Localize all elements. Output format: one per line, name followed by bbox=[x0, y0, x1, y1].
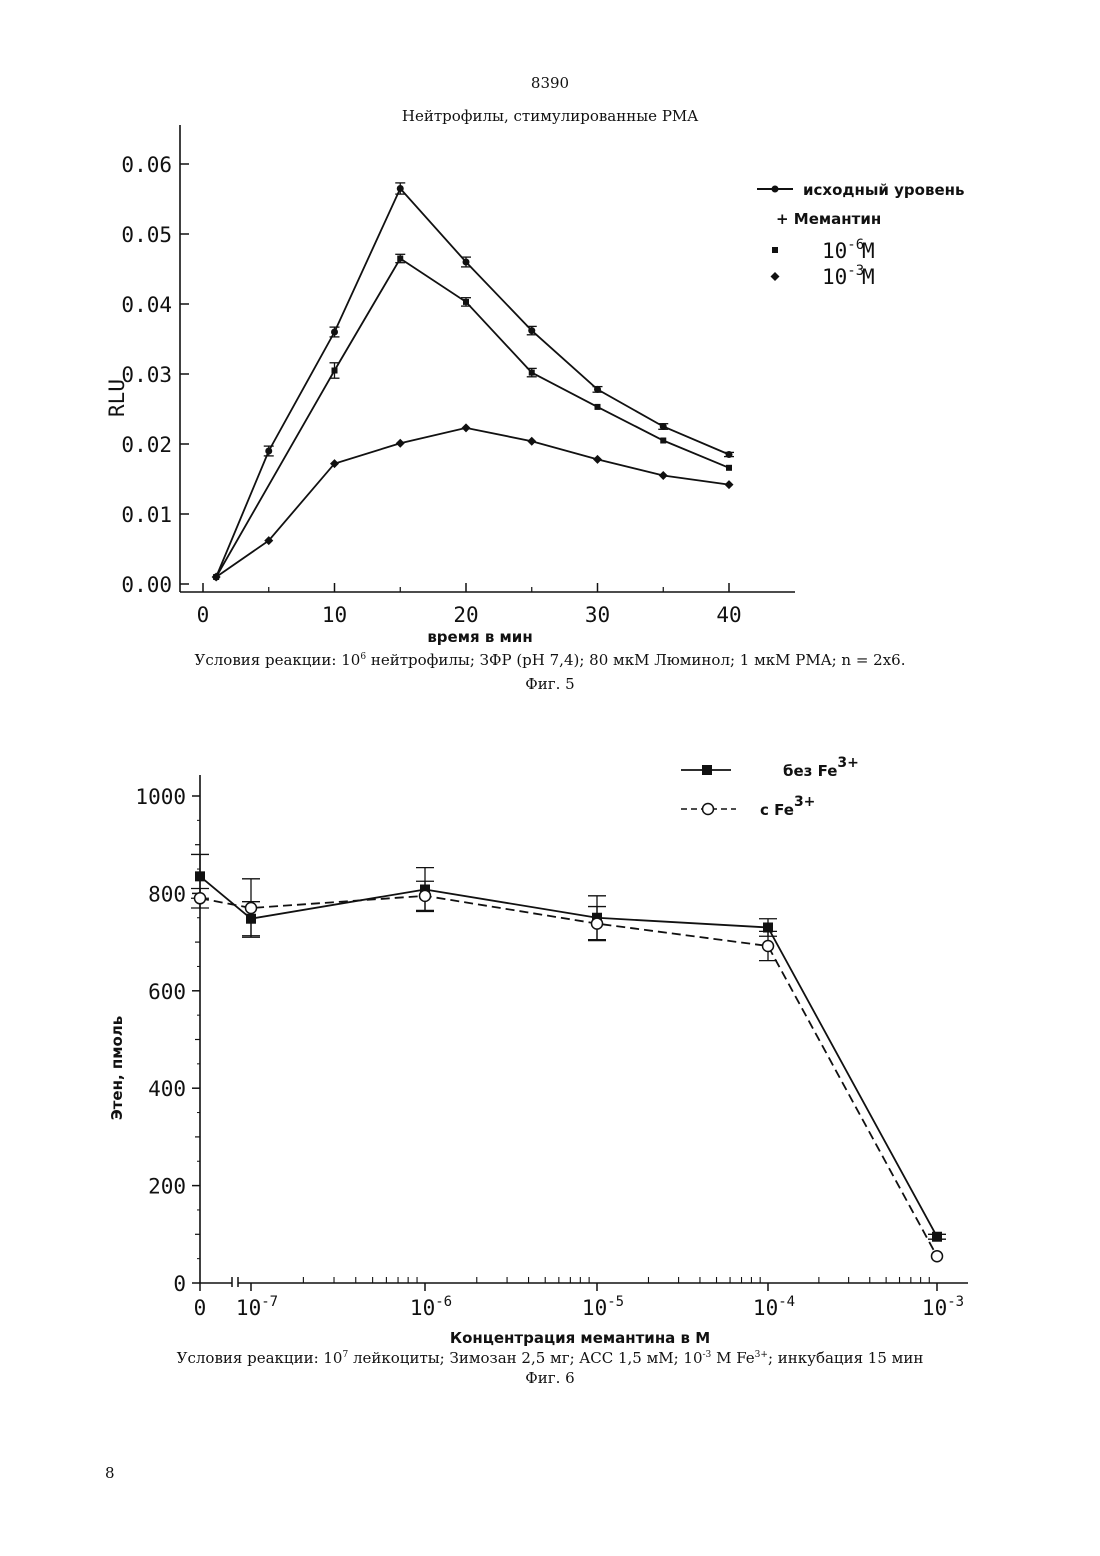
x-tick-label: 10-3 bbox=[922, 1294, 964, 1320]
y-tick-label: 0.03 bbox=[121, 363, 172, 387]
y-tick-label: 600 bbox=[148, 980, 186, 1004]
legend-label-dose2-unit: M bbox=[862, 265, 875, 289]
x-axis-title: Концентрация мемантина в М bbox=[450, 1329, 710, 1347]
y-tick-label: 1000 bbox=[135, 785, 186, 809]
data-point bbox=[594, 386, 601, 393]
x-tick-label: 40 bbox=[716, 603, 741, 627]
series-line bbox=[216, 259, 729, 578]
y-tick-label: 0 bbox=[173, 1272, 186, 1296]
legend-label-with-fe: с Fe3+ bbox=[760, 794, 815, 819]
data-point bbox=[332, 368, 338, 374]
figure5-conditions: Условия реакции: 106 нейтрофилы; ЗФР (pH… bbox=[0, 651, 1100, 669]
x-tick-label: 10-7 bbox=[236, 1294, 278, 1320]
y-tick-label: 0.00 bbox=[121, 573, 172, 597]
legend-label-dose1-unit: M bbox=[862, 239, 875, 263]
x-tick-label: 10-4 bbox=[753, 1294, 795, 1320]
data-point bbox=[463, 259, 470, 266]
data-point bbox=[265, 448, 272, 455]
figure6-chart: 0 200 400 600 800 1000 0 10-7 10-6 10-5 10-4 10-3 Ко… bbox=[0, 690, 1100, 1350]
data-point bbox=[529, 370, 535, 376]
y-tick-label: 200 bbox=[148, 1175, 186, 1199]
x-tick-label: 0 bbox=[194, 1296, 207, 1320]
legend-label-without-fe: без Fe3+ bbox=[783, 755, 859, 780]
legend-label-dose2: 10-3 bbox=[822, 263, 864, 289]
x-tick-label: 0 bbox=[197, 603, 210, 627]
data-point bbox=[463, 299, 469, 305]
data-point bbox=[528, 327, 535, 334]
legend-marker-without-fe bbox=[702, 765, 712, 775]
x-tick-label: 10 bbox=[322, 603, 347, 627]
figure6-conditions: Условия реакции: 107 лейкоциты; Зимозан … bbox=[0, 1349, 1100, 1367]
data-point bbox=[527, 437, 536, 446]
y-axis-title: Этен, пмоль bbox=[108, 1016, 126, 1121]
data-point bbox=[932, 1251, 943, 1262]
series-line bbox=[200, 876, 937, 1236]
data-point bbox=[763, 940, 774, 951]
y-tick-label: 0.05 bbox=[121, 223, 172, 247]
x-tick-label: 30 bbox=[585, 603, 610, 627]
y-tick-label: 400 bbox=[148, 1077, 186, 1101]
x-tick-label: 10-6 bbox=[410, 1294, 452, 1320]
data-point bbox=[331, 329, 338, 336]
legend-marker-with-fe bbox=[703, 804, 714, 815]
y-tick-label: 0.02 bbox=[121, 433, 172, 457]
x-tick-label: 20 bbox=[453, 603, 478, 627]
legend-label-baseline: исходный уровень bbox=[803, 181, 965, 199]
data-point bbox=[195, 871, 205, 881]
data-point bbox=[726, 465, 732, 471]
figure6-caption: Фиг. 6 bbox=[0, 1369, 1100, 1387]
data-point bbox=[659, 471, 668, 480]
legend-label-memantine: + Мемантин bbox=[776, 210, 881, 228]
legend-marker-dose2 bbox=[771, 272, 780, 281]
data-point bbox=[195, 893, 206, 904]
y-axis-title: RLU bbox=[105, 379, 129, 417]
y-tick-label: 0.06 bbox=[121, 153, 172, 177]
y-tick-label: 0.04 bbox=[121, 293, 172, 317]
x-tick-label: 10-5 bbox=[582, 1294, 624, 1320]
data-point bbox=[660, 423, 667, 430]
data-point bbox=[397, 256, 403, 262]
series-line bbox=[216, 189, 729, 578]
data-point bbox=[932, 1232, 942, 1242]
data-point bbox=[246, 903, 257, 914]
data-point bbox=[726, 451, 733, 458]
data-point bbox=[725, 480, 734, 489]
page-footer-number: 8 bbox=[105, 1464, 115, 1482]
data-point bbox=[595, 404, 601, 410]
y-tick-label: 800 bbox=[148, 882, 186, 906]
legend-label-dose1: 10-6 bbox=[822, 237, 864, 263]
data-point bbox=[462, 423, 471, 432]
data-point bbox=[397, 185, 404, 192]
data-point bbox=[396, 439, 405, 448]
data-point bbox=[592, 918, 603, 929]
y-tick-label: 0.01 bbox=[121, 503, 172, 527]
data-point bbox=[593, 455, 602, 464]
data-point bbox=[420, 890, 431, 901]
data-point bbox=[660, 438, 666, 444]
legend-marker-baseline bbox=[772, 186, 779, 193]
series-line bbox=[200, 896, 937, 1256]
x-axis-title: время в мин bbox=[427, 628, 532, 646]
figure5-chart: 0.00 0.01 0.02 0.03 0.04 0.05 0.06 0 10 20 30 40 вре… bbox=[0, 0, 1100, 650]
series-line bbox=[216, 428, 729, 577]
legend-marker-dose1 bbox=[772, 247, 778, 253]
